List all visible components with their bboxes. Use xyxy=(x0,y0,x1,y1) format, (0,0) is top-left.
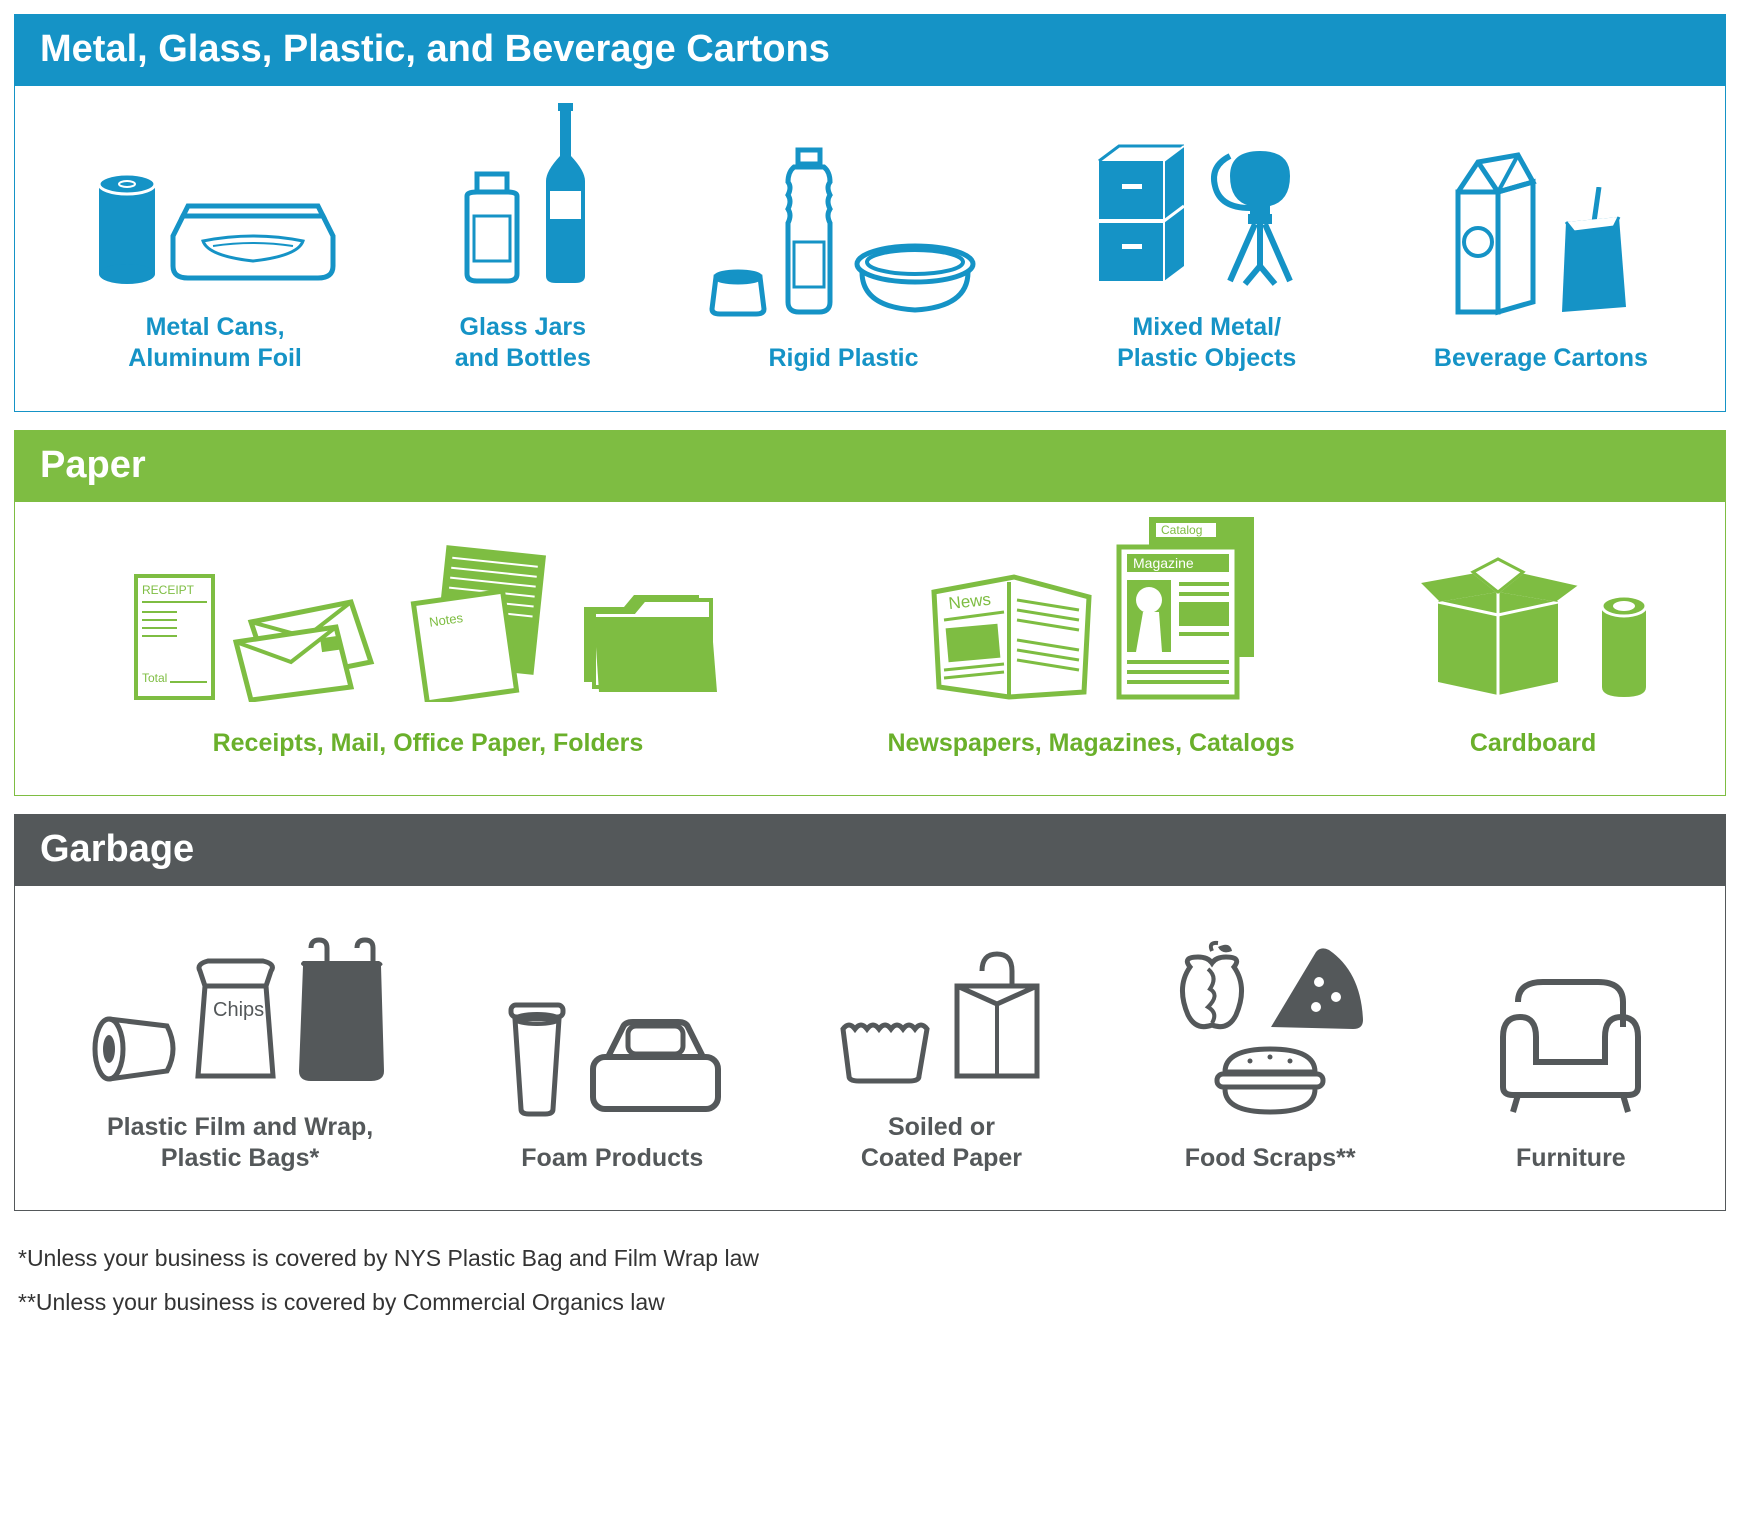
item-label: Beverage Cartons xyxy=(1434,343,1648,374)
item-newspapers: News Catal xyxy=(821,532,1361,759)
category-metal-glass-plastic: Metal, Glass, Plastic, and Beverage Cart… xyxy=(14,14,1726,412)
beverage-cartons-icon xyxy=(1448,147,1634,317)
footnote-2: **Unless your business is covered by Com… xyxy=(18,1281,1722,1325)
item-soiled-paper: Soiled or Coated Paper xyxy=(831,916,1052,1175)
category-body: Chips Plastic Film and Wrap, Plastic Bag… xyxy=(14,885,1726,1212)
item-label: Glass Jars and Bottles xyxy=(455,312,591,375)
item-label: Metal Cans, Aluminum Foil xyxy=(128,312,302,375)
metal-cans-icon xyxy=(92,116,338,286)
item-beverage-cartons: Beverage Cartons xyxy=(1434,147,1648,374)
svg-text:Catalog: Catalog xyxy=(1161,523,1202,537)
cardboard-icon xyxy=(1413,532,1654,702)
foam-icon xyxy=(497,947,728,1117)
glass-jars-icon xyxy=(452,116,593,286)
item-label: Cardboard xyxy=(1470,728,1596,759)
item-label: Receipts, Mail, Office Paper, Folders xyxy=(213,728,644,759)
svg-text:Magazine: Magazine xyxy=(1133,555,1194,571)
item-label: Mixed Metal/ Plastic Objects xyxy=(1117,312,1296,375)
category-body: RECEIPT Total xyxy=(14,501,1726,796)
item-label: Rigid Plastic xyxy=(768,343,918,374)
item-food-scraps: Food Scraps** xyxy=(1155,942,1385,1174)
footnote-1: *Unless your business is covered by NYS … xyxy=(18,1237,1722,1281)
items-row: Chips Plastic Film and Wrap, Plastic Bag… xyxy=(35,916,1705,1175)
item-label: Furniture xyxy=(1516,1143,1626,1174)
category-header: Metal, Glass, Plastic, and Beverage Cart… xyxy=(14,14,1726,85)
item-plastic-film: Chips Plastic Film and Wrap, Plastic Bag… xyxy=(87,916,394,1175)
item-furniture: Furniture xyxy=(1488,947,1653,1174)
item-label: Foam Products xyxy=(521,1143,703,1174)
mixed-metal-plastic-icon xyxy=(1094,116,1320,286)
receipts-mail-icon: RECEIPT Total xyxy=(132,532,724,702)
item-label: Food Scraps** xyxy=(1185,1143,1356,1174)
category-garbage: Garbage Chips xyxy=(14,814,1726,1212)
food-scraps-icon xyxy=(1155,942,1385,1117)
item-label: Soiled or Coated Paper xyxy=(861,1112,1022,1175)
footnotes: *Unless your business is covered by NYS … xyxy=(14,1229,1726,1332)
item-metal-cans: Metal Cans, Aluminum Foil xyxy=(92,116,338,375)
items-row: Metal Cans, Aluminum Foil Glass Jars xyxy=(35,116,1705,375)
category-paper: Paper RECEIPT Total xyxy=(14,430,1726,796)
item-foam: Foam Products xyxy=(497,947,728,1174)
svg-text:RECEIPT: RECEIPT xyxy=(142,583,195,597)
item-glass-jars: Glass Jars and Bottles xyxy=(452,116,593,375)
item-label: Newspapers, Magazines, Catalogs xyxy=(887,728,1294,759)
furniture-icon xyxy=(1488,947,1653,1117)
items-row: RECEIPT Total xyxy=(35,532,1705,759)
item-cardboard: Cardboard xyxy=(1361,532,1705,759)
soiled-paper-icon xyxy=(831,916,1052,1086)
rigid-plastic-icon xyxy=(708,147,980,317)
category-header: Paper xyxy=(14,430,1726,501)
category-header: Garbage xyxy=(14,814,1726,885)
newspapers-icon: News Catal xyxy=(919,532,1264,702)
item-mixed-metal-plastic: Mixed Metal/ Plastic Objects xyxy=(1094,116,1320,375)
item-label: Plastic Film and Wrap, Plastic Bags* xyxy=(107,1112,373,1175)
plastic-film-icon: Chips xyxy=(87,916,394,1086)
item-receipts-mail: RECEIPT Total xyxy=(35,532,821,759)
category-body: Metal Cans, Aluminum Foil Glass Jars xyxy=(14,85,1726,412)
svg-text:Total: Total xyxy=(142,671,167,685)
item-rigid-plastic: Rigid Plastic xyxy=(708,147,980,374)
svg-text:Chips: Chips xyxy=(213,999,264,1021)
